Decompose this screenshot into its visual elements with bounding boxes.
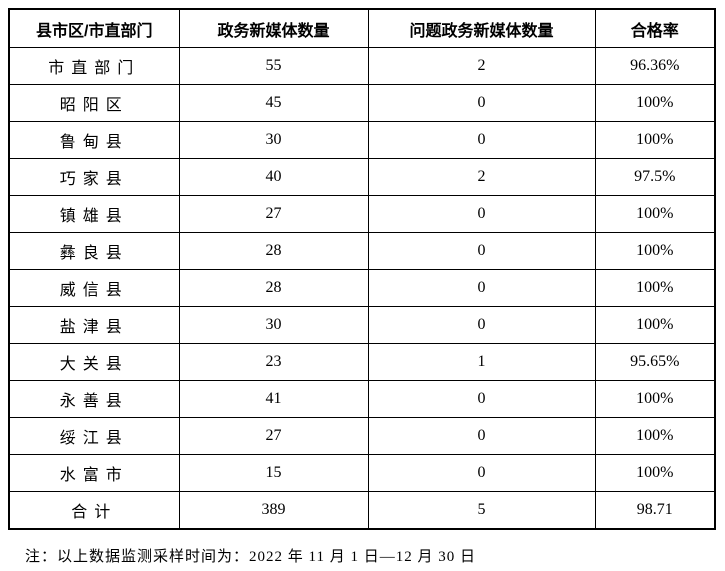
table-row: 彝良县 28 0 100% [8,232,716,270]
cell-problem-count: 0 [367,84,596,122]
cell-media-count: 55 [178,47,369,85]
cell-region: 鲁甸县 [8,121,180,159]
table-row: 市直部门 55 2 96.36% [8,47,716,85]
table-row: 绥江县 27 0 100% [8,417,716,455]
cell-region: 绥江县 [8,417,180,455]
cell-media-count: 41 [178,380,369,418]
cell-pass-rate: 100% [594,232,716,270]
cell-media-count: 30 [178,306,369,344]
cell-region: 大关县 [8,343,180,381]
cell-region: 合计 [8,491,180,530]
cell-region: 威信县 [8,269,180,307]
header-pass-rate: 合格率 [594,8,716,48]
cell-pass-rate: 100% [594,417,716,455]
cell-media-count: 28 [178,232,369,270]
cell-pass-rate: 100% [594,306,716,344]
cell-media-count: 389 [178,491,369,530]
table-row: 合计 389 5 98.71 [8,491,716,530]
table-row: 大关县 23 1 95.65% [8,343,716,381]
cell-problem-count: 0 [367,195,596,233]
cell-region: 市直部门 [8,47,180,85]
cell-pass-rate: 96.36% [594,47,716,85]
cell-media-count: 40 [178,158,369,196]
cell-pass-rate: 95.65% [594,343,716,381]
cell-region: 昭阳区 [8,84,180,122]
cell-problem-count: 0 [367,380,596,418]
table-row: 镇雄县 27 0 100% [8,195,716,233]
cell-region: 巧家县 [8,158,180,196]
cell-pass-rate: 100% [594,454,716,492]
cell-pass-rate: 97.5% [594,158,716,196]
table-row: 威信县 28 0 100% [8,269,716,307]
cell-media-count: 28 [178,269,369,307]
cell-problem-count: 0 [367,454,596,492]
cell-problem-count: 1 [367,343,596,381]
table-row: 巧家县 40 2 97.5% [8,158,716,196]
header-region: 县市区/市直部门 [8,8,180,48]
cell-region: 彝良县 [8,232,180,270]
header-problem-count: 问题政务新媒体数量 [367,8,596,48]
cell-media-count: 30 [178,121,369,159]
table-body: 市直部门 55 2 96.36% 昭阳区 45 0 100% 鲁甸县 30 0 100% 巧家县 40 2 9… [8,47,716,530]
cell-problem-count: 0 [367,269,596,307]
cell-region: 永善县 [8,380,180,418]
cell-pass-rate: 100% [594,121,716,159]
cell-region: 盐津县 [8,306,180,344]
cell-pass-rate: 98.71 [594,491,716,530]
cell-pass-rate: 100% [594,84,716,122]
table-row: 永善县 41 0 100% [8,380,716,418]
footnote: 注：以上数据监测采样时间为：2022 年 11 月 1 日—12 月 30 日 [25,549,476,565]
cell-problem-count: 0 [367,417,596,455]
cell-problem-count: 5 [367,491,596,530]
cell-media-count: 23 [178,343,369,381]
cell-region: 水富市 [8,454,180,492]
cell-region: 镇雄县 [8,195,180,233]
cell-problem-count: 2 [367,158,596,196]
cell-pass-rate: 100% [594,195,716,233]
cell-media-count: 45 [178,84,369,122]
table-row: 盐津县 30 0 100% [8,306,716,344]
cell-problem-count: 2 [367,47,596,85]
gov-media-stats-table: 县市区/市直部门 政务新媒体数量 问题政务新媒体数量 合格率 市直部门 55 2 96… [8,8,716,530]
cell-pass-rate: 100% [594,269,716,307]
table-header-row: 县市区/市直部门 政务新媒体数量 问题政务新媒体数量 合格率 [8,8,716,48]
cell-problem-count: 0 [367,121,596,159]
cell-media-count: 15 [178,454,369,492]
cell-pass-rate: 100% [594,380,716,418]
cell-media-count: 27 [178,417,369,455]
cell-problem-count: 0 [367,306,596,344]
cell-media-count: 27 [178,195,369,233]
table-row: 水富市 15 0 100% [8,454,716,492]
table-row: 鲁甸县 30 0 100% [8,121,716,159]
table-row: 昭阳区 45 0 100% [8,84,716,122]
cell-problem-count: 0 [367,232,596,270]
header-media-count: 政务新媒体数量 [178,8,369,48]
